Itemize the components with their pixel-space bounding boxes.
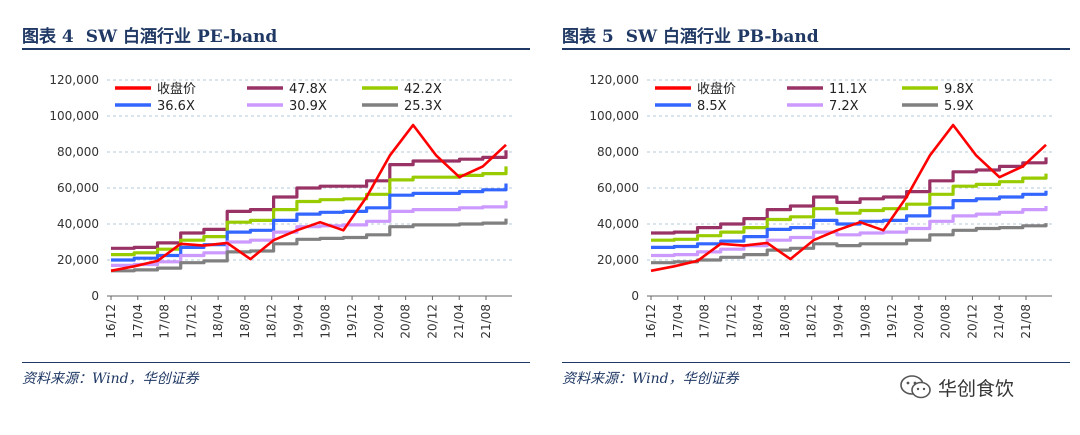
x-tick-label: 16/12 — [644, 304, 658, 339]
x-tick-label: 18/04 — [751, 304, 765, 339]
x-tick-label: 18/08 — [238, 304, 252, 339]
figure-title: 图表 5 SW 白酒行业 PB-band — [562, 22, 1070, 48]
legend-label: 47.8X — [289, 82, 327, 97]
y-tick-label: 120,000 — [589, 73, 639, 87]
x-tick-label: 17/04 — [131, 304, 145, 339]
x-tick-label: 19/04 — [292, 304, 306, 339]
y-tick-label: 60,000 — [597, 181, 639, 195]
y-tick-label: 80,000 — [57, 145, 99, 159]
legend-label: 42.2X — [404, 82, 442, 97]
x-tick-label: 19/12 — [345, 304, 359, 339]
y-tick-label: 80,000 — [597, 145, 639, 159]
title-rule — [562, 48, 1070, 50]
figure-number: 图表 5 — [562, 27, 614, 47]
legend-label: 8.5X — [697, 99, 727, 114]
x-tick-label: 18/12 — [265, 304, 279, 339]
x-tick-label: 20/08 — [939, 304, 953, 339]
pb-band-chart: 0 20,000 40,000 60,000 80,000 100,000 120,000 1… — [589, 73, 1052, 339]
x-tick-label: 18/04 — [211, 304, 225, 339]
x-tick-label: 20/04 — [912, 304, 926, 339]
series-line — [111, 183, 508, 262]
wechat-icon — [900, 375, 931, 399]
x-tick-label: 18/12 — [805, 304, 819, 339]
series-line — [651, 190, 1048, 249]
series-line — [651, 206, 1048, 258]
legend-label: 收盘价 — [697, 81, 736, 97]
x-tick-label: 20/08 — [399, 304, 413, 339]
y-tick-label: 40,000 — [597, 217, 639, 231]
series-line — [650, 123, 1047, 273]
y-tick-label: 100,000 — [49, 109, 99, 123]
series-line — [651, 223, 1048, 265]
figure-title: 图表 4 SW 白酒行业 PE-band — [22, 22, 530, 48]
x-tick-label: 18/08 — [778, 304, 792, 339]
source-note: 资料来源：Wind，华创证券 — [562, 371, 739, 387]
source-rule — [562, 362, 1070, 363]
x-tick-label: 20/12 — [425, 304, 439, 339]
x-tick-label: 17/12 — [184, 304, 198, 339]
legend-label: 9.8X — [944, 82, 974, 97]
figure-number: 图表 4 — [22, 27, 74, 47]
y-tick-label: 60,000 — [57, 181, 99, 195]
x-tick-label: 17/04 — [671, 304, 685, 339]
x-tick-label: 20/12 — [965, 304, 979, 339]
series-line — [651, 157, 1048, 235]
figure-title-text: SW 白酒行业 PE-band — [85, 27, 278, 47]
y-tick-label: 20,000 — [57, 253, 99, 267]
pe-band-chart: 0 20,000 40,000 60,000 80,000 100,000 120,000 1… — [49, 73, 512, 339]
x-tick-label: 21/04 — [992, 304, 1006, 339]
series-line — [651, 173, 1048, 242]
legend-label: 收盘价 — [157, 81, 196, 97]
y-tick-label: 40,000 — [57, 217, 99, 231]
source-note: 资料来源：Wind，华创证券 — [22, 371, 199, 387]
figure-title-text: SW 白酒行业 PB-band — [625, 27, 819, 47]
legend-label: 36.6X — [157, 99, 195, 114]
legend-label: 7.2X — [829, 99, 859, 114]
x-tick-label: 19/08 — [858, 304, 872, 339]
x-tick-label: 20/04 — [372, 304, 386, 339]
y-tick-label: 0 — [91, 289, 99, 303]
legend-label: 30.9X — [289, 99, 327, 114]
x-tick-label: 21/08 — [1019, 304, 1033, 339]
legend-label: 11.1X — [829, 82, 867, 97]
y-tick-label: 100,000 — [589, 109, 639, 123]
x-tick-label: 19/12 — [885, 304, 899, 339]
title-rule — [22, 48, 530, 50]
x-tick-label: 19/08 — [318, 304, 332, 339]
x-tick-label: 17/08 — [158, 304, 172, 339]
x-tick-label: 17/08 — [698, 304, 712, 339]
y-tick-label: 0 — [631, 289, 639, 303]
x-tick-label: 21/08 — [479, 304, 493, 339]
legend-label: 25.3X — [404, 99, 442, 114]
x-tick-label: 16/12 — [104, 304, 118, 339]
y-tick-label: 20,000 — [597, 253, 639, 267]
legend-label: 5.9X — [944, 99, 974, 114]
watermark-text: 华创食饮 — [938, 378, 1015, 400]
source-rule — [22, 362, 530, 363]
x-tick-label: 17/12 — [724, 304, 738, 339]
x-tick-label: 19/04 — [832, 304, 846, 339]
series-line — [110, 123, 507, 273]
y-tick-label: 120,000 — [49, 73, 99, 87]
series-line — [111, 218, 508, 273]
x-tick-label: 21/04 — [452, 304, 466, 339]
watermark: 华创食饮 — [900, 372, 1070, 402]
